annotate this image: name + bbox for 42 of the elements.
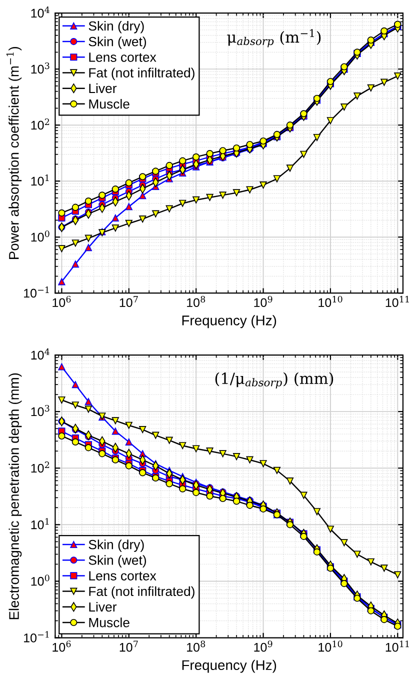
annotation: (1/μ$_{absorp}$) (mm) xyxy=(215,372,334,388)
x-tick-label: 10$^{7}$ xyxy=(120,296,138,308)
y-tick-label: 10$^{3}$ xyxy=(31,404,50,416)
x-tick-label: 10$^{6}$ xyxy=(52,640,71,652)
x-tick-label: 10$^{8}$ xyxy=(187,640,206,652)
x-tick-label: 10$^{11}$ xyxy=(386,640,409,652)
x-tick-label: 10$^{9}$ xyxy=(254,640,272,652)
legend-label: Skin (dry) xyxy=(88,20,144,34)
y-tick-label: 10$^{−1}$ xyxy=(24,631,49,642)
y-tick-label: 10$^{2}$ xyxy=(31,118,50,130)
y-tick-label: 10$^{−1}$ xyxy=(24,286,49,298)
y-tick-label: 10$^{3}$ xyxy=(31,62,50,74)
legend-label: Liver xyxy=(89,83,117,94)
annotation: μ$_{absorp}$ (m$^{−1}$) xyxy=(227,29,321,48)
x-tick-label: 10$^{6}$ xyxy=(52,296,71,308)
legend-label: Lens cortex xyxy=(89,571,156,580)
y-tick-label: 10$^{1}$ xyxy=(31,174,49,186)
legend-label: Skin (dry) xyxy=(88,540,144,552)
y-tick-label: 10$^{2}$ xyxy=(31,462,50,473)
legend-label: Fat (not infiltrated) xyxy=(89,586,194,599)
x-tick-label: 10$^{11}$ xyxy=(386,296,409,308)
y-tick-label: 10$^{4}$ xyxy=(31,6,50,18)
x-axis-title: Frequency (Hz) xyxy=(182,315,276,328)
y-tick-label: 10$^{4}$ xyxy=(31,348,50,360)
x-axis-title: Frequency (Hz) xyxy=(182,660,276,673)
legend-label: Skin (wet) xyxy=(88,555,146,568)
y-tick-label: 10$^{0}$ xyxy=(31,574,50,586)
legend-label: Lens cortex xyxy=(89,52,156,62)
x-tick-label: 10$^{9}$ xyxy=(254,296,272,308)
legend-label: Fat (not infiltrated) xyxy=(89,68,194,80)
x-tick-label: 10$^{8}$ xyxy=(187,296,206,308)
legend-label: Skin (wet) xyxy=(88,36,146,49)
legend-label: Muscle xyxy=(89,98,130,109)
x-tick-label: 10$^{10}$ xyxy=(318,640,342,652)
y-axis-title: Electromagnetic penetration depth (mm) xyxy=(8,373,22,620)
legend-label: Liver xyxy=(89,602,117,612)
x-tick-label: 10$^{10}$ xyxy=(318,296,342,308)
y-tick-label: 10$^{1}$ xyxy=(31,518,49,530)
y-tick-label: 10$^{0}$ xyxy=(31,230,50,242)
legend-label: Muscle xyxy=(89,618,130,628)
x-tick-label: 10$^{7}$ xyxy=(120,640,138,652)
y-axis-title: Power absorption coefficient (m$^{−1}$) xyxy=(6,46,22,259)
